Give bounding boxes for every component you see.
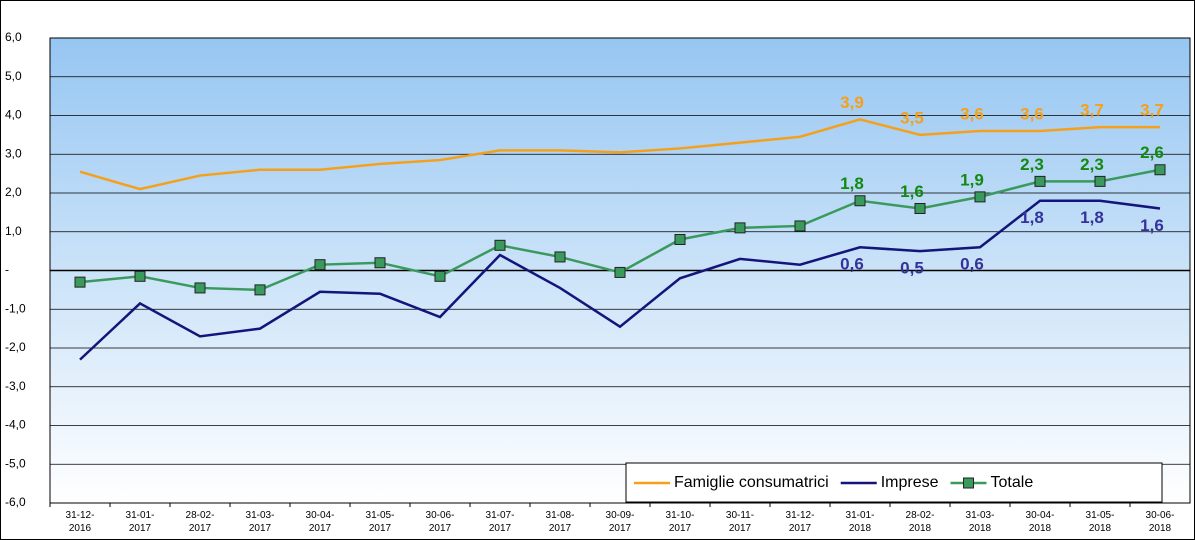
value-label: 1,9 <box>960 170 984 189</box>
y-tick-label: -6,0 <box>5 495 26 509</box>
value-label: 2,3 <box>1080 155 1104 174</box>
value-label: 0,6 <box>960 255 984 274</box>
x-tick-label: 28-02-2017 <box>186 510 215 534</box>
value-label: 1,8 <box>840 174 864 193</box>
value-label: 3,5 <box>900 108 924 127</box>
x-tick-label: 31-05-2018 <box>1086 510 1115 534</box>
value-label: 2,3 <box>1020 155 1044 174</box>
marker <box>854 195 866 207</box>
x-tick-label: 31-05-2017 <box>366 510 395 534</box>
marker <box>254 284 266 296</box>
y-tick-label: -4,0 <box>5 418 26 432</box>
y-tick-label: 2,0 <box>5 185 22 199</box>
x-tick-label: 31-07-2017 <box>486 510 515 534</box>
value-label: 1,6 <box>1140 216 1164 235</box>
x-tick-label: 30-06-2018 <box>1146 510 1175 534</box>
value-label: 3,7 <box>1080 101 1104 120</box>
series-line <box>79 199 1161 361</box>
marker <box>794 220 806 232</box>
x-tick-label: 31-01-2017 <box>126 510 155 534</box>
y-tick-label: -1,0 <box>5 301 26 315</box>
marker <box>914 203 926 214</box>
y-tick-label: 5,0 <box>5 69 22 83</box>
marker <box>614 266 626 278</box>
x-tick-label: 31-12-2017 <box>786 510 815 534</box>
value-label: 1,8 <box>1080 208 1104 227</box>
marker <box>1094 175 1106 187</box>
value-label: 3,6 <box>960 104 984 123</box>
legend-label: Imprese <box>881 474 939 491</box>
y-tick-label: - <box>5 263 9 277</box>
legend-label: Famiglie consumatrici <box>674 474 829 491</box>
legend-box <box>625 462 1163 503</box>
value-label: 1,6 <box>900 182 924 201</box>
y-tick-label: -3,0 <box>5 379 26 393</box>
marker <box>974 191 986 203</box>
value-label: 3,7 <box>1140 101 1164 120</box>
x-tick-label: 30-11-2017 <box>726 510 754 534</box>
value-label: 1,8 <box>1020 208 1044 227</box>
marker <box>674 234 686 245</box>
legend: Famiglie consumatrici Imprese Totale <box>625 462 1163 503</box>
x-tick-label: 30-04-2017 <box>306 510 335 534</box>
legend-label: Totale <box>991 474 1034 491</box>
x-tick-label: 31-03-2018 <box>966 510 995 534</box>
x-tick-label: 30-09-2017 <box>606 510 635 534</box>
marker <box>314 259 326 271</box>
marker <box>1154 164 1166 176</box>
x-tick-label: 30-04-2018 <box>1026 510 1055 534</box>
x-tick-label: 31-12-2016 <box>66 510 95 534</box>
marker <box>194 282 206 294</box>
y-tick-label: -5,0 <box>5 456 26 470</box>
series-line <box>79 118 1160 191</box>
legend-marker <box>963 477 975 489</box>
x-tick-label: 31-01-2018 <box>846 510 875 534</box>
value-label: 0,5 <box>900 259 924 278</box>
marker <box>434 270 446 282</box>
marker <box>374 257 386 269</box>
y-tick-label: 1,0 <box>5 224 22 238</box>
y-tick-label: 4,0 <box>5 108 22 122</box>
y-tick-label: -2,0 <box>5 340 26 354</box>
x-tick-label: 30-06-2017 <box>426 510 455 534</box>
value-label: 3,6 <box>1020 104 1044 123</box>
x-tick-label: 31-08-2017 <box>546 510 575 534</box>
x-tick-label: 31-10-2017 <box>666 510 695 534</box>
marker <box>554 251 566 263</box>
marker <box>134 270 146 282</box>
marker <box>734 222 746 234</box>
value-label: 0,6 <box>840 255 864 274</box>
marker <box>1034 175 1046 187</box>
value-label: 2,6 <box>1140 143 1164 162</box>
marker <box>74 276 86 288</box>
y-tick-label: 6,0 <box>5 30 22 44</box>
x-tick-label: 28-02-2018 <box>906 510 935 534</box>
y-tick-label: 3,0 <box>5 146 22 160</box>
value-label: 3,9 <box>840 93 864 112</box>
marker <box>494 239 506 251</box>
x-tick-label: 31-03-2017 <box>246 510 275 534</box>
